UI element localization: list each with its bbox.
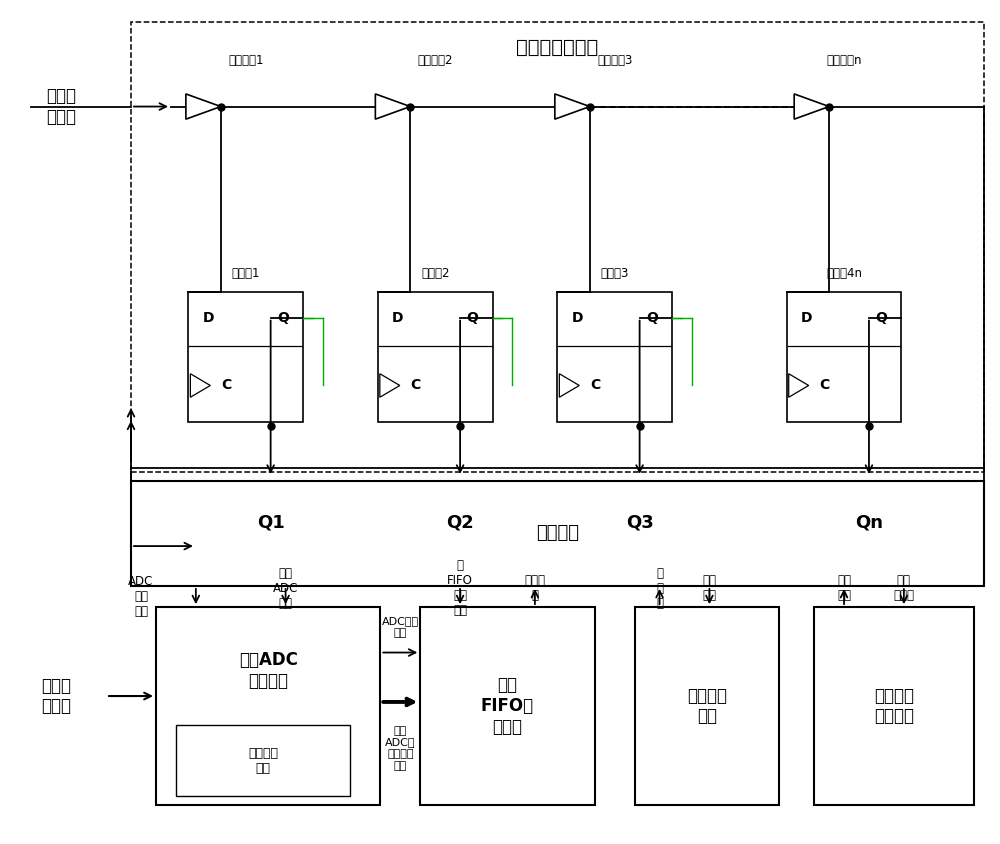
Bar <box>635 607 779 805</box>
Text: 高速
FIFO缓
存模块: 高速 FIFO缓 存模块 <box>481 676 534 736</box>
Polygon shape <box>794 94 829 119</box>
Polygon shape <box>380 374 400 398</box>
Text: 触发器1: 触发器1 <box>231 267 260 279</box>
Text: 高速
ADC输
出多路数
据流: 高速 ADC输 出多路数 据流 <box>385 726 416 771</box>
Text: 精细测量
编码模块: 精细测量 编码模块 <box>874 686 914 725</box>
Bar <box>131 481 984 586</box>
Polygon shape <box>559 374 579 398</box>
Polygon shape <box>375 94 410 119</box>
Bar <box>557 292 672 422</box>
Text: 延迟单刹3: 延迟单刹3 <box>597 54 632 67</box>
Text: 精细
测量值: 精细 测量值 <box>893 574 914 602</box>
Text: C: C <box>819 378 830 392</box>
Text: 模拟回
波信号: 模拟回 波信号 <box>41 677 71 716</box>
Text: 计数
控制: 计数 控制 <box>702 574 716 602</box>
Text: 延迟单元n: 延迟单元n <box>826 54 862 67</box>
Text: D: D <box>801 311 812 325</box>
Text: 采样时钟
产生: 采样时钟 产生 <box>248 747 278 775</box>
Bar <box>378 292 493 422</box>
Text: 计
数
值: 计 数 值 <box>656 566 663 609</box>
Polygon shape <box>789 374 809 398</box>
Text: 内插延迟线模块: 内插延迟线模块 <box>516 38 598 57</box>
Text: 写
FIFO
使能
控制: 写 FIFO 使能 控制 <box>447 559 473 617</box>
Text: 延迟单刹2: 延迟单刹2 <box>417 54 453 67</box>
Text: C: C <box>221 378 231 392</box>
Polygon shape <box>190 374 210 398</box>
Text: Q: Q <box>467 311 479 325</box>
Text: 数据读
出: 数据读 出 <box>524 574 545 602</box>
Polygon shape <box>186 94 221 119</box>
Text: Q3: Q3 <box>626 514 653 532</box>
Text: Q2: Q2 <box>446 514 474 532</box>
Text: C: C <box>590 378 600 392</box>
Text: 编码
结果: 编码 结果 <box>837 574 851 602</box>
Bar <box>814 607 974 805</box>
Text: Qn: Qn <box>855 514 883 532</box>
Text: 高速
ADC
配置: 高速 ADC 配置 <box>273 566 298 609</box>
Text: ADC同步
时钟: ADC同步 时钟 <box>382 616 419 638</box>
Polygon shape <box>555 94 590 119</box>
Text: 延迟单刹1: 延迟单刹1 <box>228 54 263 67</box>
Text: 粗计数器
模块: 粗计数器 模块 <box>687 686 727 725</box>
Text: Q: Q <box>277 311 289 325</box>
Text: 触发器2: 触发器2 <box>421 267 449 279</box>
Bar <box>420 607 595 805</box>
Text: C: C <box>411 378 421 392</box>
Bar <box>131 23 984 473</box>
Bar <box>787 292 901 422</box>
Text: D: D <box>572 311 583 325</box>
Text: Q: Q <box>876 311 887 325</box>
Text: Q: Q <box>646 311 658 325</box>
Text: 主控模块: 主控模块 <box>536 524 579 543</box>
Text: 触发器4n: 触发器4n <box>826 267 862 279</box>
Text: Q1: Q1 <box>257 514 285 532</box>
Text: 触发器3: 触发器3 <box>600 267 629 279</box>
Bar <box>156 607 380 805</box>
Text: ADC
同步
时钟: ADC 同步 时钟 <box>128 575 154 618</box>
Bar <box>188 292 303 422</box>
Bar <box>176 725 350 797</box>
Text: D: D <box>392 311 404 325</box>
Text: D: D <box>203 311 214 325</box>
Text: 激光主
波脉冲: 激光主 波脉冲 <box>46 87 76 126</box>
Text: 高速ADC
采样模块: 高速ADC 采样模块 <box>239 651 298 690</box>
